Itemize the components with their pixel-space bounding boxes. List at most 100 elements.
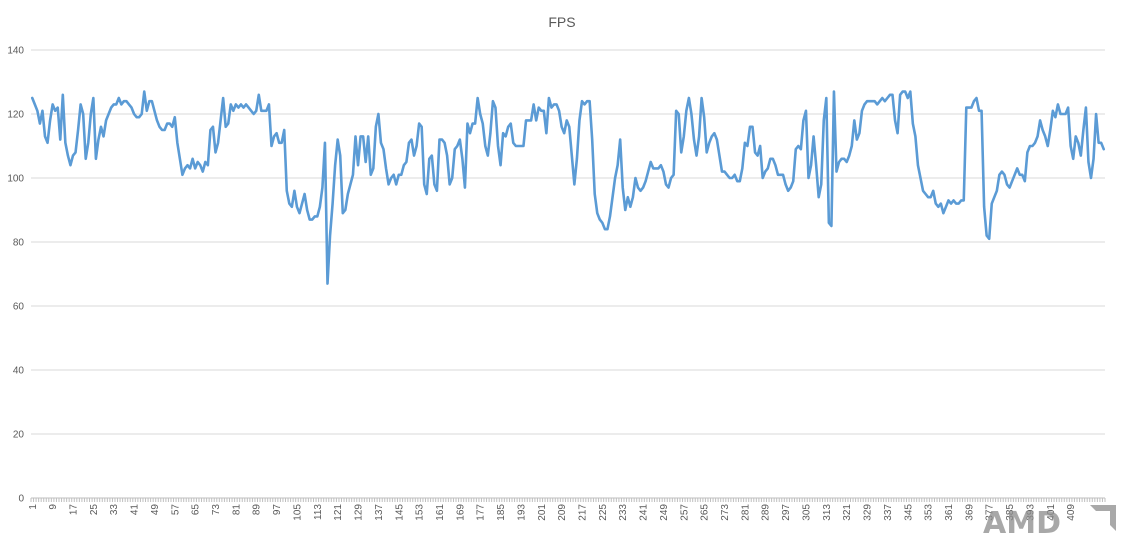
x-tick-label: 305 (801, 504, 812, 521)
data-point (553, 103, 555, 105)
data-point (940, 203, 942, 205)
data-point (1080, 155, 1082, 157)
data-point (622, 187, 624, 189)
data-point (347, 193, 349, 195)
data-point (1072, 158, 1074, 160)
data-point (698, 135, 700, 137)
data-point (299, 212, 301, 214)
data-point (762, 177, 764, 179)
data-point (833, 91, 835, 93)
data-point (197, 161, 199, 163)
data-point (474, 123, 476, 125)
data-point (930, 196, 932, 198)
data-point (380, 142, 382, 144)
data-point (846, 161, 848, 163)
data-point (77, 129, 79, 131)
data-point (105, 119, 107, 121)
data-point (838, 161, 840, 163)
series-fps-line (30, 90, 1106, 285)
x-tick-label: 89 (252, 504, 263, 516)
data-point (1026, 151, 1028, 153)
data-point (436, 190, 438, 192)
data-point (141, 113, 143, 115)
data-point (113, 103, 115, 105)
data-point (808, 177, 810, 179)
data-point (525, 119, 527, 121)
data-point (263, 110, 265, 112)
data-point (1024, 180, 1026, 182)
data-point (477, 97, 479, 99)
data-point (438, 139, 440, 141)
x-axis-tick-marks (30, 498, 1106, 502)
data-point (680, 151, 682, 153)
data-point (446, 155, 448, 157)
data-point (62, 94, 64, 96)
data-point (291, 206, 293, 208)
x-tick-label: 65 (191, 504, 202, 516)
data-point (184, 167, 186, 169)
data-point (693, 139, 695, 141)
data-point (181, 174, 183, 176)
data-point (711, 135, 713, 137)
data-point (563, 132, 565, 134)
data-point (235, 103, 237, 105)
data-point (375, 126, 377, 128)
data-point (1016, 167, 1018, 169)
data-point (792, 180, 794, 182)
data-point (785, 183, 787, 185)
data-point (731, 177, 733, 179)
y-tick-label: 120 (7, 110, 24, 121)
x-tick-label: 225 (598, 504, 609, 521)
data-point (497, 145, 499, 147)
x-tick-label: 57 (170, 504, 181, 516)
x-tick-label: 97 (272, 504, 283, 516)
data-point (596, 212, 598, 214)
data-point (209, 129, 211, 131)
data-point (1070, 145, 1072, 147)
data-point (945, 206, 947, 208)
x-tick-label: 209 (557, 504, 568, 521)
data-point (222, 97, 224, 99)
data-point (103, 135, 105, 137)
data-point (370, 174, 372, 176)
data-point (741, 167, 743, 169)
data-point (1009, 187, 1011, 189)
data-point (332, 203, 334, 205)
data-point (815, 164, 817, 166)
data-point (192, 158, 194, 160)
data-point (1006, 183, 1008, 185)
data-point (309, 219, 311, 221)
data-point (75, 151, 77, 153)
data-point (614, 177, 616, 179)
data-point (950, 203, 952, 205)
data-point (960, 199, 962, 201)
data-point (668, 187, 670, 189)
data-point (874, 100, 876, 102)
data-point (769, 158, 771, 160)
data-point (942, 212, 944, 214)
data-point (441, 139, 443, 141)
data-point (836, 171, 838, 173)
x-tick-label: 137 (374, 504, 385, 521)
data-point (349, 183, 351, 185)
x-tick-label: 289 (761, 504, 772, 521)
x-tick-label: 241 (639, 504, 650, 521)
data-point (925, 193, 927, 195)
data-point (301, 203, 303, 205)
data-point (675, 110, 677, 112)
data-point (1047, 145, 1049, 147)
data-point (164, 129, 166, 131)
data-point (276, 132, 278, 134)
data-point (543, 110, 545, 112)
data-point (80, 103, 82, 105)
data-point (245, 103, 247, 105)
data-point (466, 123, 468, 125)
data-point (988, 238, 990, 240)
data-point (634, 177, 636, 179)
data-point (749, 126, 751, 128)
data-point (240, 103, 242, 105)
data-point (627, 196, 629, 198)
data-point (612, 196, 614, 198)
data-point (828, 222, 830, 224)
